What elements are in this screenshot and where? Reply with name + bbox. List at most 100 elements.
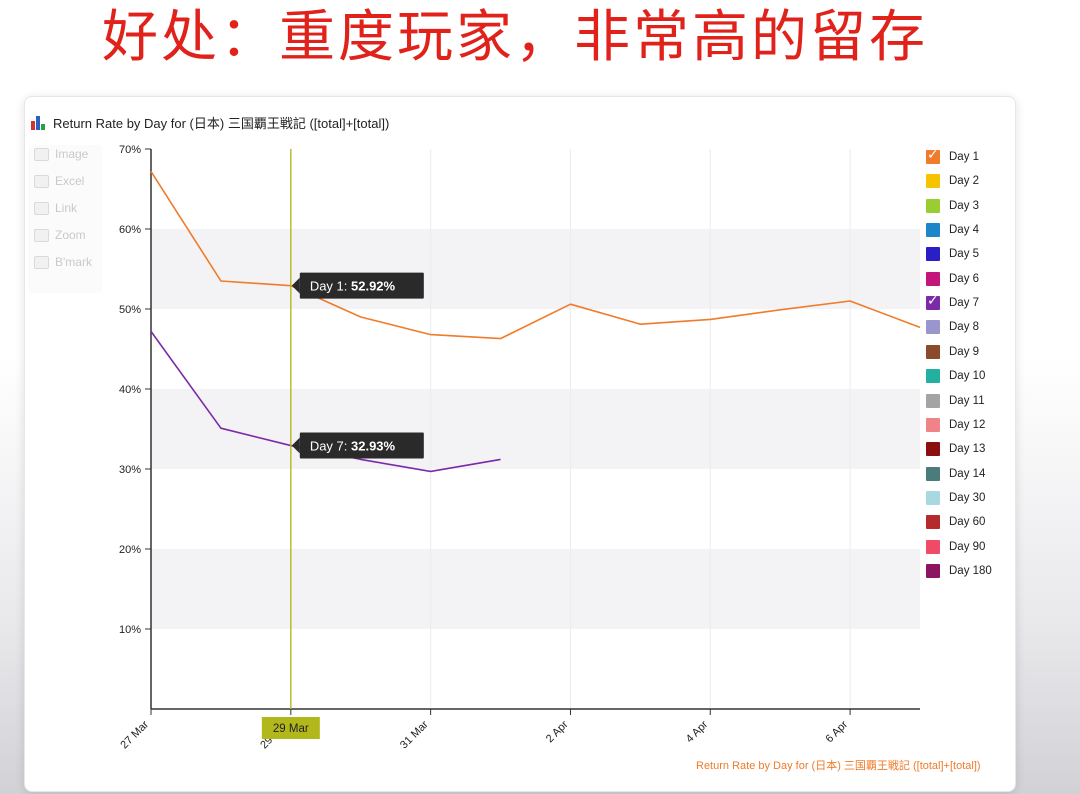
legend-label: Day 90 [949, 541, 986, 553]
legend-label: Day 30 [949, 492, 986, 504]
color-swatch[interactable] [926, 491, 940, 505]
x-tick-label: 4 Apr [684, 718, 711, 745]
legend-label: Day 7 [949, 297, 980, 309]
toolbar-item-excel[interactable]: Excel [34, 174, 84, 188]
legend-label: Day 9 [949, 346, 980, 358]
color-swatch[interactable] [926, 540, 940, 554]
crosshair-label-box [261, 717, 320, 739]
legend-label: Day 10 [949, 370, 986, 382]
x-tick-label: 2 Apr [544, 718, 571, 745]
color-swatch[interactable] [926, 247, 940, 261]
x-tick-label: 31 Mar [398, 718, 431, 751]
color-swatch[interactable] [926, 199, 940, 213]
image-icon [34, 147, 49, 161]
tooltip-series-name: Day 1: [310, 279, 351, 294]
legend-label: Day 1 [949, 151, 980, 163]
legend-item-day-14[interactable]: Day 14 [926, 466, 985, 482]
toolbar-item-bookmark[interactable]: B'mark [34, 255, 92, 269]
legend-label: Day 11 [949, 395, 985, 407]
y-tick-label: 50% [119, 304, 141, 316]
legend-item-day-8[interactable]: Day 8 [926, 319, 979, 335]
y-tick-label: 20% [119, 544, 141, 556]
tooltip-series-name: Day 7: [310, 439, 351, 454]
color-swatch[interactable] [926, 174, 940, 188]
tooltip-text: Day 7: 32.93% [310, 439, 396, 454]
y-tick-label: 40% [119, 384, 141, 396]
legend-label: Day 4 [949, 224, 980, 236]
legend-item-day-6[interactable]: Day 6 [926, 271, 979, 287]
color-swatch[interactable] [926, 320, 940, 334]
legend-label: Day 14 [949, 468, 986, 480]
legend-item-day-12[interactable]: Day 12 [926, 417, 985, 433]
color-swatch[interactable] [926, 369, 940, 383]
y-tick-label: 60% [119, 224, 141, 236]
legend-item-day-60[interactable]: Day 60 [926, 514, 985, 530]
color-swatch[interactable] [926, 442, 940, 456]
x-tick-label: 27 Mar [118, 718, 151, 751]
legend-item-day-9[interactable]: Day 9 [926, 344, 979, 360]
tooltip-value: 52.92% [351, 279, 396, 294]
x-tick-label: 6 Apr [824, 718, 851, 745]
legend-item-day-11[interactable]: Day 11 [926, 393, 985, 409]
legend-label: Day 8 [949, 321, 980, 333]
toolbar-label: Zoom [55, 228, 86, 242]
legend-item-day-3[interactable]: Day 3 [926, 198, 979, 214]
color-swatch[interactable] [926, 223, 940, 237]
legend-label: Day 2 [949, 175, 980, 187]
legend-label: Day 60 [949, 516, 986, 528]
color-swatch[interactable] [926, 515, 940, 529]
toolbar-label: Link [55, 201, 78, 215]
legend-label: Day 12 [949, 419, 986, 431]
chart-toolbar: Image Excel Link Zoom B'mark [28, 145, 102, 293]
color-swatch[interactable] [926, 394, 940, 408]
y-tick-label: 10% [119, 624, 141, 636]
toolbar-item-link[interactable]: Link [34, 201, 77, 215]
tooltip-text: Day 1: 52.92% [310, 279, 396, 294]
legend-item-day-2[interactable]: Day 2 [926, 173, 979, 189]
legend-label: Day 180 [949, 565, 992, 577]
grid-band [151, 389, 920, 469]
legend-label: Day 13 [949, 443, 986, 455]
legend-label: Day 5 [949, 248, 980, 260]
checkbox-checked-icon[interactable]: ✓ [926, 293, 940, 310]
color-swatch[interactable] [926, 467, 940, 481]
toolbar-label: B'mark [55, 255, 92, 269]
legend-item-day-7[interactable]: ✓ Day 7 [926, 293, 980, 311]
toolbar-label: Image [55, 147, 89, 161]
y-tick-label: 70% [119, 144, 141, 156]
y-tick-label: 30% [119, 464, 141, 476]
panel-title-text: Return Rate by Day for (日本) 三国覇王戦記 ([tot… [53, 116, 390, 131]
legend-item-day-180[interactable]: Day 180 [926, 563, 992, 579]
toolbar-label: Excel [55, 174, 85, 188]
crosshair-label: 29 Mar [273, 723, 309, 735]
toolbar-item-image[interactable]: Image [34, 147, 88, 161]
legend-item-day-5[interactable]: Day 5 [926, 246, 979, 262]
legend-label: Day 6 [949, 273, 980, 285]
grid-band [151, 229, 920, 309]
tooltip-box [299, 432, 424, 459]
color-swatch[interactable] [926, 418, 940, 432]
legend-item-day-30[interactable]: Day 30 [926, 490, 985, 506]
color-swatch[interactable] [926, 345, 940, 359]
legend-item-day-10[interactable]: Day 10 [926, 368, 985, 384]
check-icon: ✓ [927, 147, 939, 163]
series-line-day-1 [150, 170, 921, 340]
tooltip-value: 32.93% [351, 439, 396, 454]
tooltip-box [299, 272, 424, 299]
slide-title: 好处：重度玩家，非常高的留存 [102, 5, 928, 70]
legend-item-day-1[interactable]: ✓ Day 1 [926, 147, 980, 165]
check-icon: ✓ [927, 293, 939, 309]
checkbox-checked-icon[interactable]: ✓ [926, 147, 940, 164]
excel-icon [34, 174, 49, 188]
legend-item-day-4[interactable]: Day 4 [926, 222, 979, 238]
tooltip-arrow [291, 437, 300, 454]
tooltip-arrow [291, 277, 300, 294]
color-swatch[interactable] [926, 272, 940, 286]
bookmark-icon [34, 255, 49, 269]
legend-item-day-90[interactable]: Day 90 [926, 539, 985, 555]
toolbar-item-zoom[interactable]: Zoom [34, 228, 86, 242]
legend-item-day-13[interactable]: Day 13 [926, 441, 985, 457]
chart-footnote: Return Rate by Day for (日本) 三国覇王戦記 ([tot… [696, 760, 981, 772]
color-swatch[interactable] [926, 564, 940, 578]
bar-chart-icon [31, 115, 47, 130]
